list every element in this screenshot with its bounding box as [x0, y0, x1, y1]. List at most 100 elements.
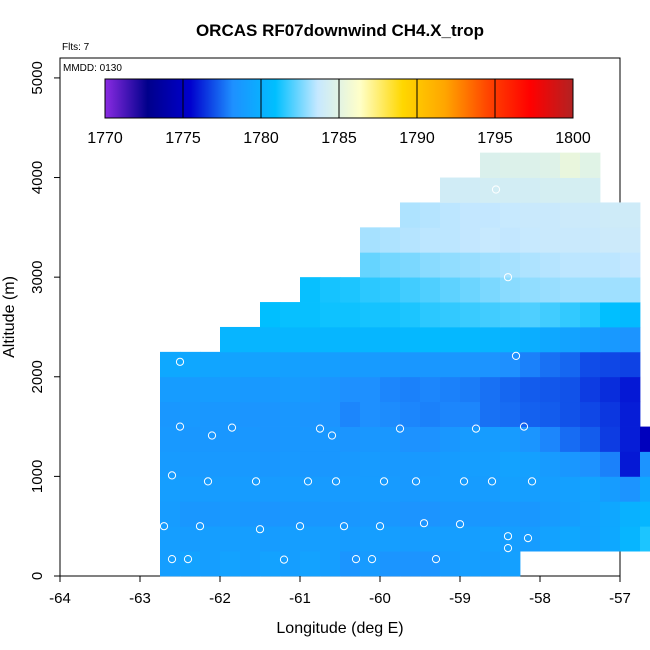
- heatmap-cell: [180, 476, 201, 502]
- x-tick-label: -62: [209, 590, 231, 607]
- heatmap-cell: [600, 326, 621, 353]
- heatmap-cell: [540, 252, 561, 278]
- heatmap-cell: [540, 476, 561, 502]
- heatmap-cell: [260, 376, 281, 403]
- heatmap-cell: [360, 326, 381, 353]
- heatmap-cell: [600, 202, 621, 228]
- heatmap-cell: [620, 252, 641, 278]
- heatmap-cell: [180, 526, 201, 552]
- heatmap-cell: [620, 326, 641, 353]
- heatmap-cell: [540, 451, 561, 477]
- heatmap-cell: [460, 177, 481, 203]
- heatmap-cell: [300, 551, 321, 577]
- heatmap-cell: [280, 451, 301, 477]
- sample-point: [411, 477, 421, 486]
- heatmap-cell: [540, 376, 561, 403]
- heatmap-cell: [280, 476, 301, 502]
- heatmap-cell: [540, 277, 561, 303]
- heatmap-cell: [420, 551, 441, 577]
- heatmap-cell: [560, 426, 581, 452]
- heatmap-cell: [600, 351, 621, 378]
- heatmap-cell: [640, 526, 650, 552]
- colorbar-tick-label: 1780: [243, 130, 279, 147]
- heatmap-cell: [440, 252, 461, 278]
- heatmap-cell: [560, 177, 581, 203]
- heatmap-cell: [520, 526, 541, 552]
- sample-point: [251, 477, 261, 486]
- sample-point: [455, 520, 465, 529]
- heatmap-cell: [580, 202, 601, 228]
- heatmap-cell: [520, 227, 541, 253]
- heatmap-cell: [260, 302, 281, 328]
- heatmap-cell: [280, 326, 301, 353]
- heatmap-cell: [620, 426, 641, 452]
- colorbar-tick-label: 1795: [477, 130, 513, 147]
- heatmap-cell: [380, 526, 401, 552]
- heatmap-cell: [440, 202, 461, 228]
- heatmap-cell: [360, 401, 381, 427]
- heatmap-cell: [460, 551, 481, 577]
- heatmap-cell: [420, 252, 441, 278]
- heatmap-cell: [280, 426, 301, 452]
- heatmap-cell: [280, 302, 301, 328]
- heatmap-cell: [500, 227, 521, 253]
- heatmap-cell: [520, 376, 541, 403]
- heatmap-cell: [300, 451, 321, 477]
- heatmap-cell: [320, 351, 341, 378]
- heatmap-cell: [300, 326, 321, 353]
- heatmap-cell: [220, 526, 241, 552]
- heatmap-cell: [540, 177, 561, 203]
- y-axis: 0 1000 2000 3000 4000 5000: [29, 61, 60, 580]
- heatmap-cell: [260, 401, 281, 427]
- heatmap-cell: [620, 302, 641, 328]
- heatmap-cell: [600, 252, 621, 278]
- sample-point: [167, 555, 177, 564]
- y-tick-label: 0: [29, 572, 46, 580]
- heatmap-cell: [240, 376, 261, 403]
- heatmap-cell: [320, 551, 341, 577]
- heatmap-cell: [480, 277, 501, 303]
- heatmap-cell: [640, 451, 650, 477]
- heatmap-cell: [500, 451, 521, 477]
- heatmap-cell: [560, 202, 581, 228]
- heatmap-cell: [580, 152, 601, 178]
- heatmap-cell: [380, 551, 401, 577]
- sample-point: [159, 522, 169, 531]
- heatmap-cell: [500, 476, 521, 502]
- heatmap-cell: [440, 302, 461, 328]
- heatmap-cell: [500, 551, 521, 577]
- heatmap-cell: [460, 227, 481, 253]
- heatmap-cell: [500, 177, 521, 203]
- heatmap-cell: [380, 426, 401, 452]
- y-tick-label: 2000: [29, 360, 46, 393]
- heatmap-cell: [620, 277, 641, 303]
- heatmap-cell: [220, 326, 241, 353]
- heatmap-cell: [600, 501, 621, 527]
- heatmap-cell: [500, 202, 521, 228]
- heatmap-cell: [520, 177, 541, 203]
- x-tick-label: -61: [289, 590, 311, 607]
- heatmap-cell: [580, 526, 601, 552]
- heatmap-cell: [180, 551, 201, 577]
- heatmap-cell: [200, 476, 221, 502]
- heatmap-cell: [360, 451, 381, 477]
- heatmap-cell: [600, 277, 621, 303]
- heatmap-cell: [380, 476, 401, 502]
- heatmap-cell: [540, 152, 561, 178]
- heatmap-cell: [500, 501, 521, 527]
- colorbar-tick-label: 1790: [399, 130, 435, 147]
- heatmap-cell: [540, 227, 561, 253]
- heatmap-cell: [360, 252, 381, 278]
- heatmap-cell: [560, 152, 581, 178]
- heatmap-cell: [380, 351, 401, 378]
- sample-point: [183, 555, 193, 564]
- sample-point: [523, 534, 533, 543]
- heatmap-cell: [540, 426, 561, 452]
- date-label: MMDD: 0130: [63, 63, 122, 74]
- heatmap-cell: [360, 302, 381, 328]
- heatmap-cell: [160, 476, 181, 502]
- heatmap-cell: [580, 501, 601, 527]
- heatmap-cell: [560, 227, 581, 253]
- heatmap-cell: [440, 526, 461, 552]
